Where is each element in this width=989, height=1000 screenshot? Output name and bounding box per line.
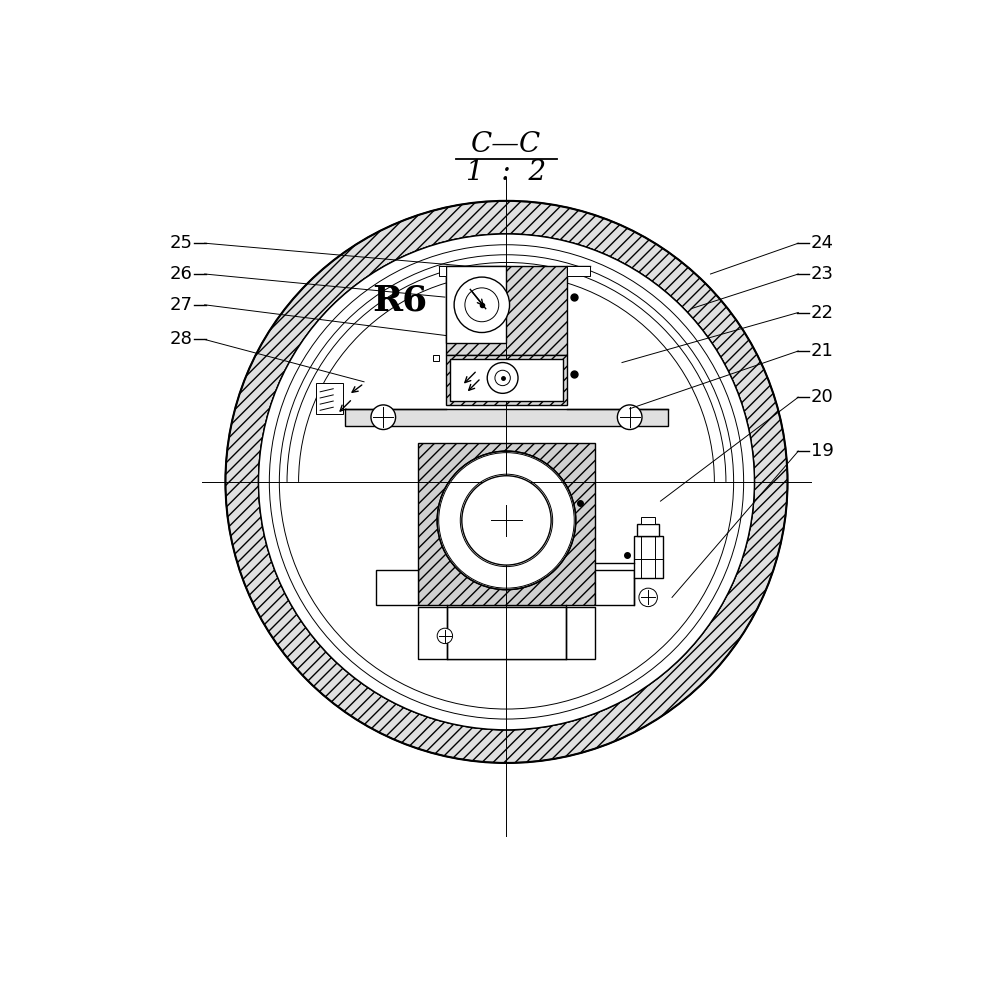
Text: 26: 26 [169, 265, 192, 283]
Bar [376, 570, 418, 605]
Text: 27: 27 [169, 296, 192, 314]
Circle shape [258, 234, 755, 730]
Bar [567, 266, 589, 276]
Wedge shape [269, 245, 744, 719]
Text: 25: 25 [169, 234, 192, 252]
Bar [439, 266, 446, 276]
Wedge shape [439, 453, 575, 588]
Circle shape [617, 405, 642, 430]
Bar [446, 355, 567, 405]
Text: 21: 21 [811, 342, 834, 360]
Text: R6: R6 [373, 284, 428, 318]
Bar [446, 266, 506, 343]
Bar [450, 359, 563, 401]
Circle shape [437, 451, 576, 590]
Text: 20: 20 [811, 388, 834, 406]
Bar [432, 355, 439, 361]
Bar [595, 570, 634, 605]
Bar [634, 536, 663, 578]
Circle shape [465, 288, 498, 322]
Text: 19: 19 [811, 442, 834, 460]
Circle shape [371, 405, 396, 430]
Circle shape [437, 628, 453, 644]
Bar [447, 607, 566, 659]
Circle shape [639, 588, 658, 607]
Bar [418, 607, 595, 659]
Text: C—C: C—C [472, 131, 542, 158]
Text: 23: 23 [811, 265, 834, 283]
Circle shape [462, 476, 551, 565]
Circle shape [488, 363, 518, 393]
Text: 24: 24 [811, 234, 834, 252]
Wedge shape [225, 201, 787, 763]
Text: 1  :  2: 1 : 2 [467, 159, 547, 186]
Circle shape [494, 370, 510, 386]
Bar [315, 383, 343, 414]
Text: 22: 22 [811, 304, 834, 322]
Bar [418, 443, 595, 605]
Text: 28: 28 [169, 330, 192, 348]
Bar [345, 409, 669, 426]
Bar [446, 266, 567, 355]
Circle shape [454, 277, 509, 333]
Bar [637, 524, 659, 536]
Bar [641, 517, 655, 524]
